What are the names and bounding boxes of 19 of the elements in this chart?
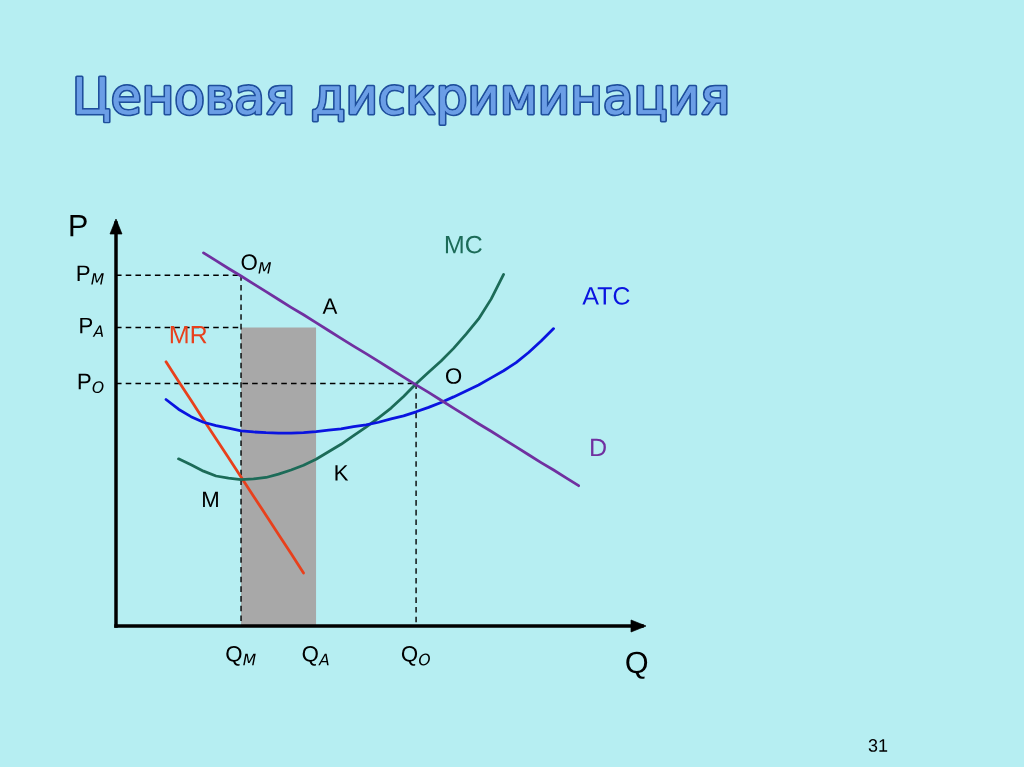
x-tick-label: Q$_{M}$: [226, 645, 256, 666]
series-label: ATC: [582, 287, 630, 305]
series-label: MR: [170, 326, 207, 344]
annotation: K: [335, 465, 349, 481]
series-label: MC: [445, 235, 482, 254]
series-label: P$_{A}$: [80, 317, 104, 337]
annotation: O$_{M}$: [241, 254, 272, 274]
annotation: M: [203, 491, 218, 508]
x-tick-label: Q$_{A}$: [302, 645, 329, 666]
x-tick-label: Q$_{O}$: [401, 645, 430, 666]
text: 31: [868, 739, 888, 752]
series-label: D: [591, 438, 606, 457]
series-label: P$_{M}$: [77, 265, 104, 285]
chart-title: Ценовая дискриминация: [76, 77, 726, 125]
y-axis-title: P: [70, 215, 87, 237]
series-label: P$_{O}$: [78, 373, 104, 394]
annotation: O: [445, 368, 462, 384]
annotation: A: [322, 298, 338, 314]
x-axis-title: Q: [626, 651, 648, 679]
